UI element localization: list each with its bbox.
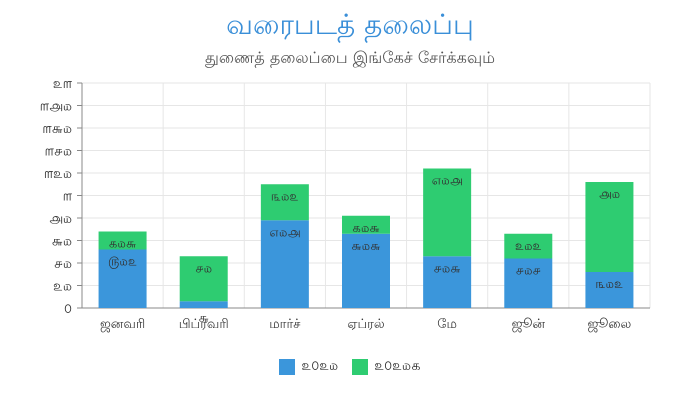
- bar-2-3[interactable]: [260, 184, 309, 221]
- data-label: ௪௰௬: [433, 261, 460, 276]
- chart-title: வரைபடத் தலைப்பு: [226, 8, 474, 41]
- bar-2-4[interactable]: [342, 215, 390, 234]
- y-tick-label: ௨௱: [53, 76, 73, 92]
- bar-1-6[interactable]: [504, 258, 553, 309]
- data-label: ௮௰: [599, 187, 620, 202]
- legend-item-series-1[interactable]: ௨௦௨௰: [279, 358, 338, 376]
- data-label: ௩௰௨: [271, 189, 299, 204]
- data-label: ௧௰௬: [109, 237, 137, 252]
- bar-1-5[interactable]: [423, 256, 472, 308]
- data-label: ௭௰௮: [432, 174, 463, 189]
- x-tick-label: பிப்ரவரி: [179, 317, 229, 332]
- y-tick-label: ௱௬௰: [42, 121, 72, 137]
- chart-legend: ௨௦௨௰ ௨௦௨௰௧: [0, 358, 700, 376]
- x-tick-label: ஜூலை: [588, 317, 632, 332]
- bar-1-4[interactable]: [342, 233, 390, 308]
- y-tick-label: ௦: [64, 301, 72, 317]
- x-tick-label: ஏப்ரல்: [347, 317, 385, 332]
- bar-1-1[interactable]: [98, 249, 147, 309]
- legend-label-series-1: ௨௦௨௰: [301, 358, 339, 374]
- legend-item-series-2[interactable]: ௨௦௨௰௧: [352, 358, 421, 376]
- data-label: ௬: [198, 311, 209, 326]
- y-tick-label: ௮௰: [49, 211, 72, 227]
- legend-swatch-series-1: [279, 359, 296, 375]
- data-label: ௭௰௮: [269, 225, 300, 240]
- bar-1-2[interactable]: [179, 301, 228, 308]
- x-tick-label: ஜூன்: [512, 317, 546, 332]
- bar-1-3[interactable]: [260, 220, 309, 308]
- chart-subtitle: துணைத் தலைப்பை இங்கேச் சேர்க்கவும்: [204, 48, 496, 67]
- data-label: ௪௰௪: [516, 264, 541, 279]
- bar-1-7[interactable]: [585, 272, 634, 308]
- x-tick-label: ஜனவரி: [100, 317, 145, 332]
- y-tick-label: ௬௰: [52, 234, 72, 250]
- data-label: ௧௰௬: [352, 221, 380, 236]
- data-label: ௫௰௨: [108, 255, 137, 270]
- y-tick-label: ௱௪௰: [45, 144, 72, 160]
- data-label: ௪௰: [195, 261, 212, 276]
- bar-2-5[interactable]: [423, 168, 472, 257]
- y-tick-label: ௱௨௰: [44, 166, 72, 182]
- x-tick-label: மே: [437, 317, 457, 332]
- x-tick-label: மார்ச்: [269, 317, 300, 332]
- y-tick-label: ௱௮௰: [40, 99, 72, 115]
- legend-label-series-2: ௨௦௨௰௧: [374, 358, 421, 374]
- data-label: ௩௰௨: [596, 277, 624, 292]
- bar-2-6[interactable]: [504, 233, 553, 259]
- data-label: ௬௰௬: [351, 239, 380, 254]
- y-tick-label: ௱: [63, 189, 73, 205]
- legend-swatch-series-2: [352, 359, 369, 375]
- bar-2-2[interactable]: [179, 256, 228, 302]
- y-tick-label: ௨௰: [53, 279, 72, 295]
- bar-2-1[interactable]: [98, 231, 147, 250]
- data-label: ௨௰௨: [515, 239, 542, 254]
- bar-2-7[interactable]: [585, 182, 634, 272]
- y-tick-label: ௪௰: [54, 256, 72, 272]
